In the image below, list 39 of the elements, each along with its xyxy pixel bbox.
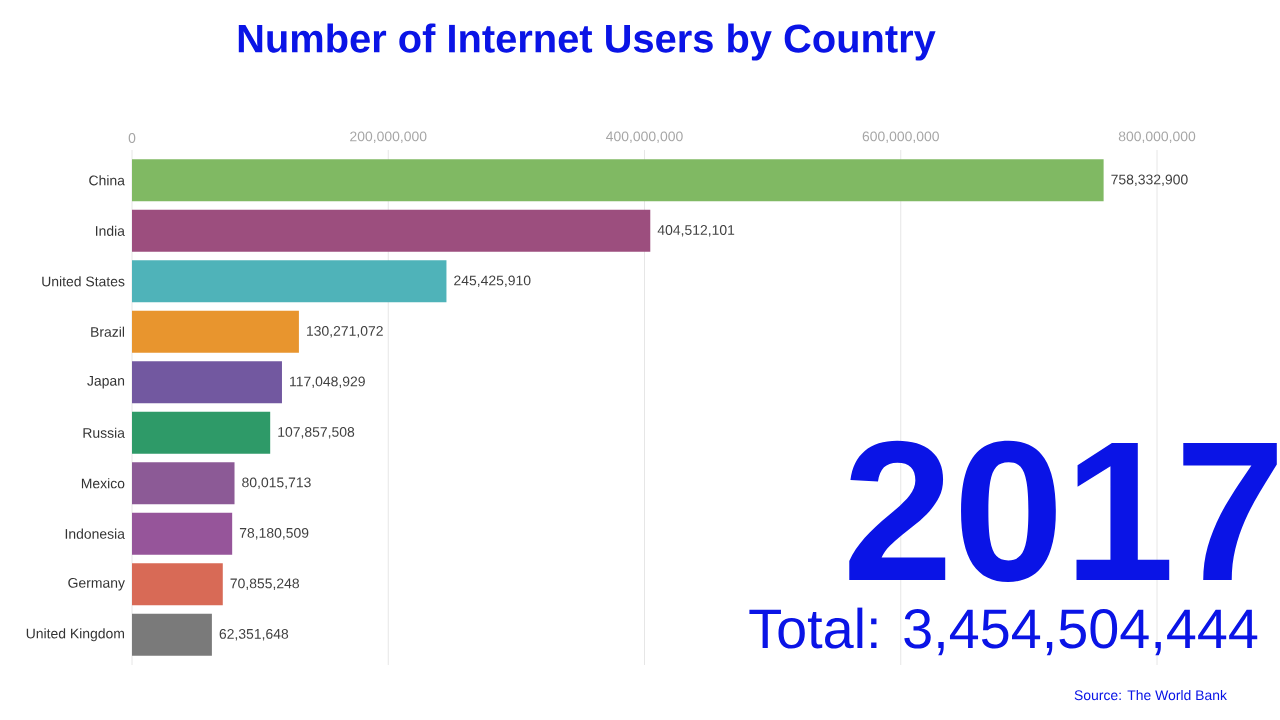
- y-tick-label: Russia: [83, 427, 125, 438]
- bar: [132, 563, 223, 606]
- bar: [132, 159, 1104, 202]
- x-tick-label: 200,000,000: [350, 131, 427, 143]
- bar: [132, 613, 212, 656]
- data-label: 245,425,910: [454, 275, 531, 288]
- y-tick-label: Mexico: [81, 478, 125, 489]
- bar: [132, 310, 299, 353]
- chart-title: Number of Internet Users by Country: [238, 23, 936, 61]
- y-tick-label: Brazil: [91, 326, 125, 337]
- data-label: 70,855,248: [230, 578, 300, 590]
- y-tick-label: United States: [42, 276, 125, 287]
- data-label: 404,512,101: [657, 225, 735, 237]
- bar: [132, 260, 447, 303]
- annotation: 2017: [849, 440, 1277, 582]
- bar: [132, 361, 282, 404]
- annotation: Total: 3,454,504,444: [749, 607, 1258, 656]
- y-tick-label: Indonesia: [65, 528, 125, 539]
- data-label: 130,271,072: [307, 326, 383, 338]
- x-tick-label: 800,000,000: [1118, 131, 1196, 143]
- y-tick-label: Germany: [68, 577, 125, 591]
- data-label: 107,857,508: [278, 427, 355, 439]
- source-note: Source: The World Bank: [1074, 689, 1227, 701]
- data-label: 117,048,929: [290, 376, 365, 389]
- x-tick-label: 600,000,000: [862, 131, 939, 143]
- y-tick-label: India: [96, 225, 125, 236]
- bar: [132, 209, 651, 252]
- y-tick-label: Japan: [87, 376, 125, 389]
- y-tick-label: China: [89, 175, 125, 186]
- data-label: 78,180,509: [239, 527, 309, 540]
- x-tick-label: 400,000,000: [606, 131, 683, 143]
- bar: [132, 411, 271, 454]
- bar: [132, 512, 233, 555]
- x-tick-label: 0: [128, 133, 136, 143]
- bar: [132, 462, 235, 505]
- data-label: 758,332,900: [1111, 174, 1188, 187]
- data-label: 80,015,713: [242, 477, 311, 489]
- data-label: 62,351,648: [219, 628, 289, 641]
- y-tick-label: United Kingdom: [26, 628, 124, 642]
